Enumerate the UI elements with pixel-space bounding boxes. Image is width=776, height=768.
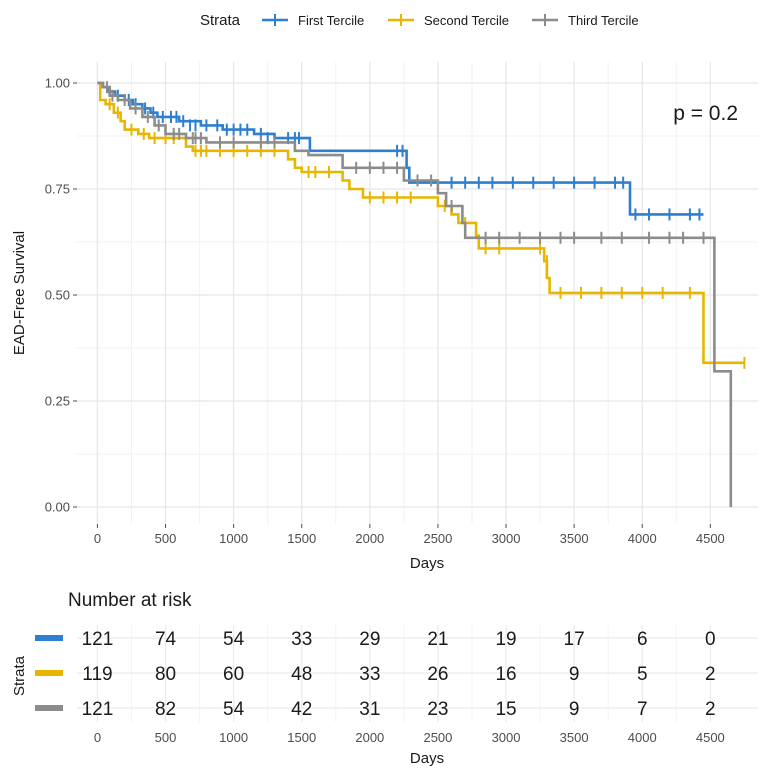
risk-cell: 15 (495, 699, 516, 720)
risk-x-tick-label: 3500 (560, 730, 589, 745)
risk-cell: 7 (637, 699, 648, 720)
risk-table-x-title: Days (410, 750, 444, 767)
risk-cell: 33 (291, 629, 312, 650)
risk-cell: 9 (569, 664, 580, 685)
x-tick-label: 0 (94, 531, 101, 546)
risk-cell: 33 (359, 664, 380, 685)
legend-title: Strata (200, 12, 241, 29)
risk-table-strata-swatches (35, 635, 63, 711)
risk-cell: 121 (82, 699, 114, 720)
x-tick-label: 500 (155, 531, 177, 546)
risk-x-tick-label: 2000 (355, 730, 384, 745)
x-tick-label: 3500 (560, 531, 589, 546)
risk-cell: 54 (223, 699, 245, 720)
risk-cell: 0 (705, 629, 716, 650)
risk-cell: 26 (427, 664, 448, 685)
risk-cell: 31 (359, 699, 380, 720)
x-axis-ticks: 0 500 1000 1500 2000 2500 3000 3500 4000 4500 (94, 524, 725, 546)
risk-cell: 9 (569, 699, 580, 720)
y-tick-label: 1.00 (45, 76, 70, 91)
risk-table-title: Number at risk (68, 590, 192, 611)
legend-label-third: Third Tercile (568, 13, 639, 28)
y-tick-label: 0.75 (45, 182, 70, 197)
risk-cell: 16 (495, 664, 516, 685)
risk-cell: 82 (155, 699, 176, 720)
risk-cell: 54 (223, 629, 245, 650)
x-tick-label: 3000 (492, 531, 521, 546)
risk-x-tick-label: 500 (155, 730, 177, 745)
risk-x-tick-label: 1000 (219, 730, 248, 745)
risk-cell: 2 (705, 664, 716, 685)
legend-item-second-tercile: Second Tercile (388, 13, 509, 28)
x-tick-label: 2500 (423, 531, 452, 546)
risk-cell: 21 (427, 629, 448, 650)
legend-label-second: Second Tercile (424, 13, 509, 28)
risk-cell: 23 (427, 699, 448, 720)
risk-x-tick-label: 4000 (628, 730, 657, 745)
x-tick-label: 1000 (219, 531, 248, 546)
risk-strata-swatch (35, 705, 63, 711)
survival-plot: 0 500 1000 1500 2000 2500 3000 3500 4000 4500 0.0… (11, 62, 758, 572)
survival-curves (97, 81, 746, 507)
risk-table-grid (77, 625, 758, 722)
risk-strata-swatch (35, 670, 63, 676)
legend: Strata First Tercile Second Tercile Thir… (200, 12, 639, 29)
y-tick-label: 0.50 (45, 288, 70, 303)
risk-strata-swatch (35, 635, 63, 641)
x-axis-title: Days (410, 555, 444, 572)
risk-x-tick-label: 4500 (696, 730, 725, 745)
legend-label-first: First Tercile (298, 13, 364, 28)
risk-cell: 2 (705, 699, 716, 720)
p-value-label: p = 0.2 (673, 102, 738, 125)
y-tick-label: 0.00 (45, 500, 70, 515)
y-axis-title: EAD-Free Survival (11, 231, 28, 355)
x-tick-label: 4000 (628, 531, 657, 546)
risk-cell: 5 (637, 664, 648, 685)
risk-cell: 17 (564, 629, 585, 650)
risk-cell: 6 (637, 629, 648, 650)
legend-item-third-tercile: Third Tercile (532, 13, 639, 28)
risk-cell: 121 (82, 629, 114, 650)
y-tick-label: 0.25 (45, 394, 70, 409)
risk-cell: 80 (155, 664, 176, 685)
risk-x-tick-label: 3000 (492, 730, 521, 745)
risk-cell: 74 (155, 629, 177, 650)
risk-cell: 60 (223, 664, 244, 685)
risk-x-tick-label: 1500 (287, 730, 316, 745)
legend-item-first-tercile: First Tercile (262, 13, 364, 28)
risk-table-x-ticks: 0 500 1000 1500 2000 2500 3000 3500 4000 4500 (94, 730, 725, 745)
risk-x-tick-label: 2500 (423, 730, 452, 745)
risk-cell: 42 (291, 699, 312, 720)
risk-cell: 29 (359, 629, 380, 650)
risk-cell: 48 (291, 664, 312, 685)
x-tick-label: 2000 (355, 531, 384, 546)
risk-cell: 119 (82, 664, 112, 685)
y-axis-ticks: 0.00 0.25 0.50 0.75 1.00 (45, 76, 77, 515)
x-tick-label: 4500 (696, 531, 725, 546)
risk-table-y-title: Strata (11, 655, 28, 696)
x-tick-label: 1500 (287, 531, 316, 546)
risk-x-tick-label: 0 (94, 730, 101, 745)
risk-cell: 19 (495, 629, 516, 650)
survival-curve-2 (97, 81, 745, 365)
